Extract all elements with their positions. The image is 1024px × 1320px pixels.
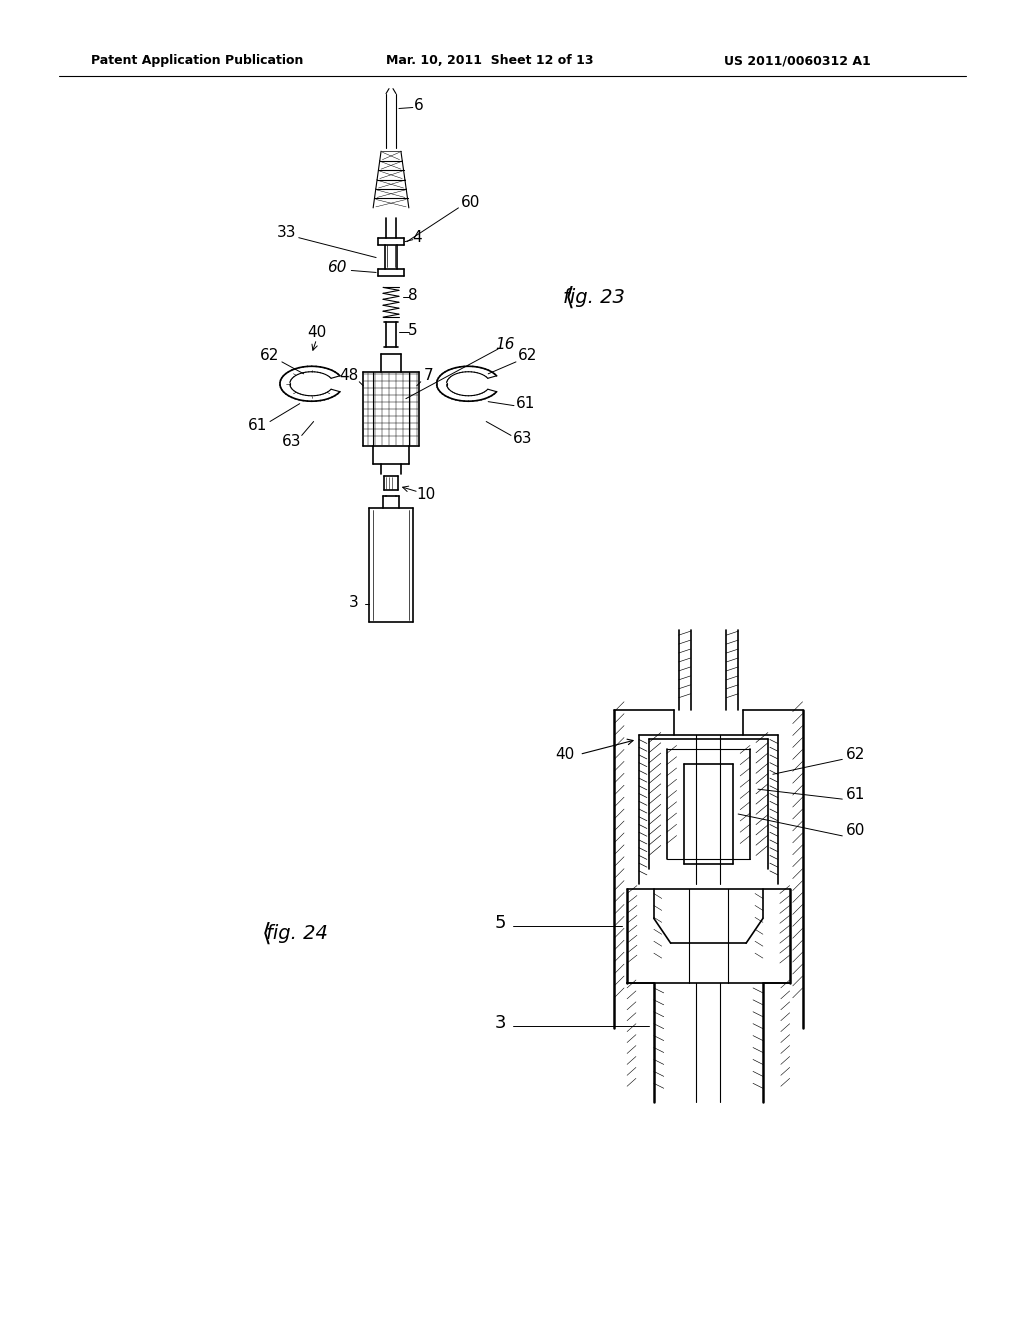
Text: fig. 24: fig. 24 <box>266 924 328 942</box>
Text: 7: 7 <box>424 368 433 383</box>
Text: 63: 63 <box>282 434 301 449</box>
Text: 8: 8 <box>408 288 418 302</box>
Text: Patent Application Publication: Patent Application Publication <box>91 54 304 67</box>
Text: 40: 40 <box>555 747 574 762</box>
Text: 48: 48 <box>340 368 359 383</box>
Text: 63: 63 <box>513 430 532 446</box>
Text: 61: 61 <box>846 787 865 801</box>
Text: 62: 62 <box>260 348 280 363</box>
Text: 62: 62 <box>846 747 865 762</box>
Text: ⟨: ⟨ <box>262 921 272 945</box>
Text: 61: 61 <box>248 418 267 433</box>
Text: 6: 6 <box>414 98 424 114</box>
Text: 5: 5 <box>495 915 506 932</box>
Text: 60: 60 <box>846 824 865 838</box>
Text: 40: 40 <box>307 325 327 339</box>
Text: 33: 33 <box>278 226 297 240</box>
Text: 3: 3 <box>495 1014 506 1032</box>
Text: 62: 62 <box>518 348 538 363</box>
Text: 16: 16 <box>496 337 515 351</box>
Text: fig. 23: fig. 23 <box>563 288 626 306</box>
Text: US 2011/0060312 A1: US 2011/0060312 A1 <box>724 54 871 67</box>
Text: 10: 10 <box>416 487 435 502</box>
Text: 60: 60 <box>461 195 480 210</box>
Text: Mar. 10, 2011  Sheet 12 of 13: Mar. 10, 2011 Sheet 12 of 13 <box>386 54 594 67</box>
Text: 5: 5 <box>408 322 418 338</box>
Text: 4: 4 <box>412 230 422 246</box>
Text: 3: 3 <box>348 595 358 610</box>
Text: 61: 61 <box>516 396 536 411</box>
Text: ⟨: ⟨ <box>564 285 574 309</box>
Text: 60: 60 <box>327 260 346 275</box>
